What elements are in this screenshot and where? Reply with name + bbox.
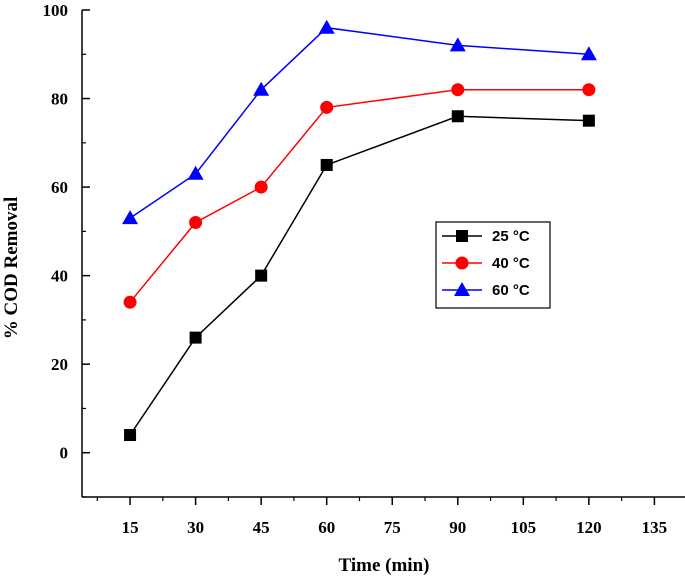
y-tick-label: 80 <box>51 90 68 109</box>
x-tick-label: 60 <box>318 518 335 537</box>
data-point-60C <box>318 19 335 34</box>
series-60C <box>122 19 597 225</box>
legend-label-60C: 60 °C <box>492 282 530 299</box>
data-point-60C <box>122 210 139 225</box>
y-tick-label: 20 <box>51 355 68 374</box>
data-point-60C <box>187 165 204 180</box>
data-point-25C <box>124 429 137 442</box>
data-point-25C <box>451 110 464 123</box>
y-axis-title: % COD Removal <box>1 197 22 339</box>
data-point-40C <box>123 295 137 309</box>
data-point-25C <box>255 269 268 282</box>
data-point-40C <box>320 100 334 114</box>
data-point-40C <box>189 216 203 230</box>
data-point-25C <box>582 114 595 127</box>
legend: 25 °C 40 °C 60 °C <box>435 221 551 309</box>
legend-marker-25C <box>456 230 468 242</box>
data-point-25C <box>189 331 202 344</box>
series-line-60C <box>129 26 589 219</box>
legend-marker-60C <box>454 282 470 296</box>
data-point-25C <box>320 158 333 171</box>
data-point-40C <box>451 83 465 97</box>
data-point-60C <box>580 46 597 61</box>
y-tick-label: 100 <box>43 1 69 20</box>
y-tick-label: 0 <box>60 444 69 463</box>
axes: 0 20 40 60 80 100 15 30 45 60 75 90 105 120 135 <box>43 1 685 537</box>
plot-area <box>122 19 597 442</box>
x-tick-label: 135 <box>642 518 668 537</box>
series-25C <box>124 110 595 442</box>
y-tick-label: 60 <box>51 178 68 197</box>
x-tick-label: 15 <box>122 518 139 537</box>
x-tick-label: 90 <box>449 518 466 537</box>
x-tick-label: 120 <box>576 518 602 537</box>
data-point-60C <box>449 37 466 52</box>
legend-marker-40C <box>455 256 469 270</box>
series-line-40C <box>129 88 589 303</box>
legend-label-25C: 25 °C <box>492 228 530 245</box>
x-tick-label: 45 <box>253 518 270 537</box>
series-40C <box>123 83 596 309</box>
x-tick-label: 30 <box>187 518 204 537</box>
y-tick-label: 40 <box>51 267 68 286</box>
data-point-60C <box>253 81 270 96</box>
data-point-40C <box>254 180 268 194</box>
data-point-40C <box>582 83 596 97</box>
legend-label-40C: 40 °C <box>492 255 530 272</box>
x-tick-label: 105 <box>511 518 537 537</box>
series-line-25C <box>129 115 589 436</box>
x-tick-label: 75 <box>384 518 401 537</box>
x-axis-title: Time (min) <box>339 555 430 576</box>
